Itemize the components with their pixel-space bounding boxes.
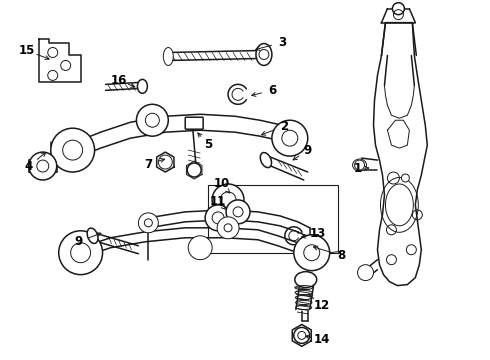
Circle shape — [226, 200, 250, 224]
Circle shape — [358, 265, 373, 280]
Text: 10: 10 — [214, 177, 230, 190]
Text: 9: 9 — [304, 144, 312, 157]
FancyBboxPatch shape — [185, 117, 203, 129]
Text: 5: 5 — [204, 138, 212, 150]
Text: 15: 15 — [19, 44, 35, 57]
Circle shape — [51, 128, 95, 172]
Text: 11: 11 — [210, 195, 226, 208]
Ellipse shape — [87, 228, 98, 243]
Text: 14: 14 — [314, 333, 330, 346]
Circle shape — [392, 3, 404, 15]
Text: 16: 16 — [110, 74, 127, 87]
Ellipse shape — [353, 159, 367, 171]
Text: 6: 6 — [268, 84, 276, 97]
Text: 13: 13 — [310, 227, 326, 240]
Circle shape — [138, 213, 158, 233]
Circle shape — [158, 155, 172, 169]
Circle shape — [59, 231, 102, 275]
Ellipse shape — [260, 153, 271, 168]
Text: 2: 2 — [280, 120, 288, 133]
Circle shape — [29, 152, 57, 180]
Circle shape — [217, 217, 239, 239]
Circle shape — [294, 328, 310, 343]
Text: 7: 7 — [145, 158, 152, 171]
Text: 3: 3 — [278, 36, 286, 49]
Circle shape — [294, 235, 330, 271]
Text: 8: 8 — [338, 249, 346, 262]
Circle shape — [189, 118, 199, 128]
Circle shape — [187, 163, 201, 177]
Text: 4: 4 — [24, 159, 33, 172]
Ellipse shape — [163, 48, 173, 66]
Circle shape — [188, 236, 212, 260]
Ellipse shape — [256, 44, 272, 66]
Text: 12: 12 — [314, 299, 330, 312]
Text: 1: 1 — [353, 162, 362, 175]
Circle shape — [401, 174, 409, 182]
Ellipse shape — [295, 272, 317, 288]
Circle shape — [205, 205, 231, 231]
Ellipse shape — [137, 80, 147, 93]
Circle shape — [272, 120, 308, 156]
Circle shape — [212, 184, 244, 216]
Circle shape — [136, 104, 168, 136]
Text: 9: 9 — [74, 235, 83, 248]
